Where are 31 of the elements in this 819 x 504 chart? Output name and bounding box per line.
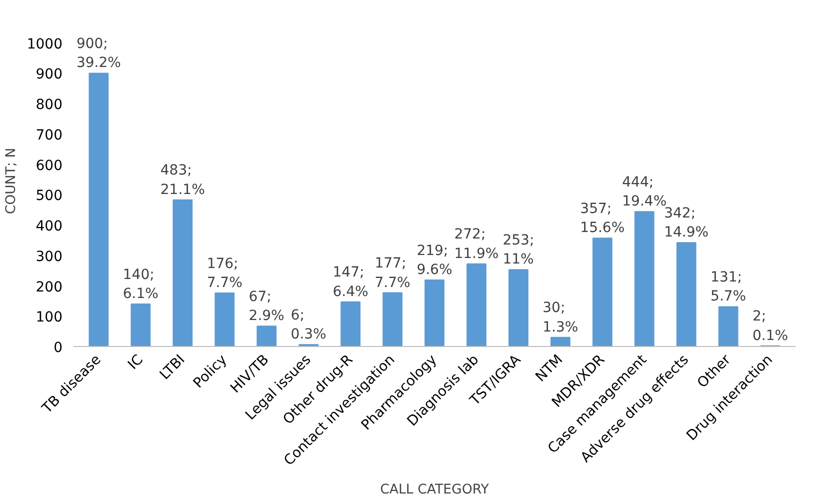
data-label: 131; 5.7% — [710, 270, 746, 305]
y-tick-label: 300 — [36, 248, 63, 265]
data-label: 176; 7.7% — [206, 256, 242, 292]
y-tick-label: 700 — [36, 127, 63, 144]
data-label: 67; 2.9% — [248, 288, 284, 324]
y-tick-label: 900 — [36, 66, 63, 83]
data-label: 253; 11% — [502, 232, 534, 268]
data-label: 30; 1.3% — [542, 300, 578, 336]
y-axis-title: COUNT; N — [4, 148, 19, 214]
x-axis-title: CALL CATEGORY — [380, 482, 490, 498]
y-tick-label: 600 — [36, 158, 63, 174]
data-label: 6; 0.3% — [290, 307, 326, 343]
data-label: 272; 11.9% — [454, 226, 499, 262]
y-tick-label: 100 — [36, 310, 63, 326]
data-label: 900; 39.2% — [76, 36, 121, 72]
data-label: 219; 9.6% — [416, 242, 452, 278]
data-label: 147; 6.4% — [332, 264, 368, 300]
data-label: 177; 7.7% — [374, 256, 410, 291]
y-tick-label: 400 — [36, 218, 63, 235]
y-tick-label: 200 — [36, 279, 63, 296]
y-tick-label: 800 — [36, 97, 63, 114]
data-label: 483; 21.1% — [160, 162, 205, 198]
data-label: 444; 19.4% — [622, 174, 667, 210]
y-tick-label: 500 — [36, 188, 63, 204]
x-tick-label: IC — [125, 352, 146, 373]
data-label: 140; 6.1% — [122, 266, 158, 302]
y-tick-label: 0 — [54, 340, 63, 356]
data-label: 357; 15.6% — [580, 200, 625, 236]
data-label: 342; 14.9% — [664, 205, 709, 241]
y-tick-label: 1000 — [26, 36, 63, 52]
data-label: 2; 0.1% — [752, 308, 788, 344]
